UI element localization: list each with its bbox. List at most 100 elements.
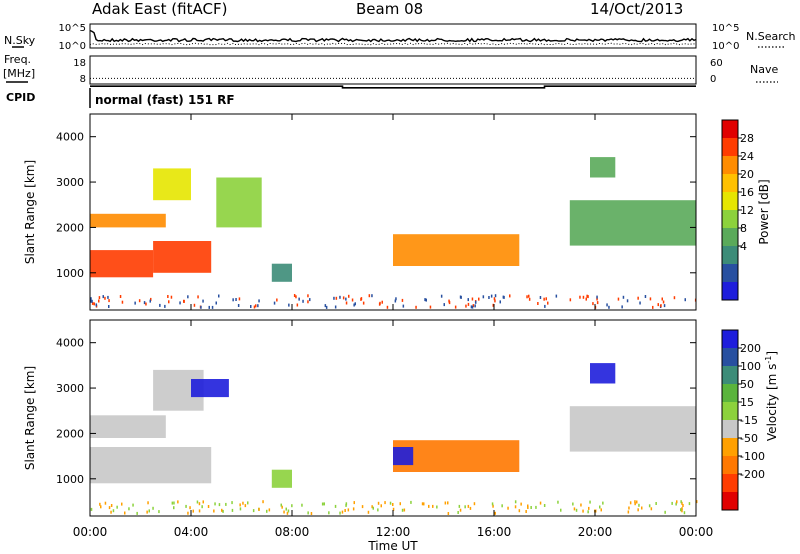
- ground-scatter-point: [494, 294, 497, 298]
- ground-scatter-point: [95, 303, 97, 307]
- ground-scatter-point: [673, 296, 676, 300]
- ground-scatter-point: [606, 303, 608, 307]
- echo-region: [590, 363, 616, 384]
- ground-scatter-point: [652, 305, 654, 309]
- ground-scatter-point: [381, 300, 383, 304]
- nsky-tick-top: 10^5: [59, 23, 86, 34]
- ground-scatter-point: [258, 299, 260, 303]
- ground-scatter-point: [239, 503, 241, 507]
- ground-scatter-point: [681, 509, 683, 513]
- ground-scatter-point: [617, 297, 620, 301]
- ground-scatter-point: [650, 507, 653, 511]
- colorbar-tick-label: 200: [740, 342, 761, 355]
- ground-scatter-point: [286, 511, 289, 515]
- ground-scatter-point: [527, 504, 529, 508]
- ground-scatter-point: [634, 500, 636, 504]
- ground-scatter-point: [198, 509, 201, 513]
- beam-label: Beam 08: [356, 0, 423, 18]
- ground-scatter-point: [128, 507, 130, 511]
- ground-scatter-point: [108, 305, 110, 308]
- ground-scatter-point: [99, 502, 101, 506]
- ground-scatter-point: [575, 508, 578, 512]
- ground-scatter-point: [168, 300, 170, 304]
- ground-scatter-point: [143, 301, 146, 305]
- ground-scatter-point: [626, 299, 629, 303]
- ground-scatter-point: [158, 510, 160, 514]
- ground-scatter-point: [628, 506, 630, 510]
- ground-scatter-point: [595, 509, 597, 513]
- colorbar-swatch: [722, 246, 738, 265]
- ground-scatter-point: [145, 302, 147, 306]
- ytick-label: 1000: [56, 473, 84, 486]
- ground-scatter-point: [627, 510, 630, 514]
- nave-tick-bottom: 0: [710, 74, 716, 85]
- ground-scatter-point: [423, 502, 425, 506]
- ground-scatter-point: [425, 298, 427, 302]
- ground-scatter-point: [250, 305, 252, 308]
- ground-scatter-point: [681, 507, 683, 511]
- ground-scatter-point: [196, 500, 199, 504]
- ground-scatter-point: [499, 300, 501, 304]
- ground-scatter-point: [301, 503, 303, 507]
- ground-scatter-point: [341, 510, 344, 514]
- echo-region: [90, 250, 154, 278]
- ground-scatter-point: [215, 301, 217, 305]
- power-heatmap: [90, 157, 697, 309]
- ground-scatter-point: [415, 305, 417, 309]
- ground-scatter-point: [443, 303, 445, 307]
- ground-scatter-point: [90, 297, 92, 301]
- ground-scatter-point: [146, 510, 148, 514]
- xlabel: Time UT: [367, 539, 418, 553]
- nsky-trace: [89, 29, 697, 43]
- ground-scatter-point: [580, 503, 582, 507]
- ground-scatter-point: [526, 295, 528, 299]
- ground-scatter-point: [440, 294, 443, 298]
- ground-scatter-point: [683, 511, 686, 515]
- ground-scatter-point: [525, 510, 527, 513]
- ground-scatter-point: [403, 508, 406, 512]
- ground-scatter-point: [569, 298, 572, 302]
- ground-scatter-point: [458, 504, 461, 508]
- ground-scatter-point: [490, 294, 493, 298]
- colorbar-tick-label: 28: [740, 132, 754, 145]
- echo-region: [590, 157, 616, 178]
- colorbar-swatch: [722, 228, 738, 247]
- ground-scatter-point: [648, 504, 651, 508]
- ground-scatter-point: [273, 301, 276, 305]
- ground-scatter-point: [596, 301, 599, 305]
- ground-scatter-point: [164, 304, 166, 308]
- colorbar-swatch: [722, 330, 738, 349]
- ground-scatter-point: [323, 502, 325, 506]
- ground-scatter-point: [459, 295, 462, 299]
- ground-scatter-point: [152, 506, 154, 510]
- colorbar-swatch: [722, 282, 738, 301]
- ground-scatter-point: [202, 500, 204, 504]
- nave-tick-top: 60: [710, 58, 723, 69]
- ground-scatter-point: [218, 503, 221, 507]
- xtick-label: 20:00: [578, 525, 613, 539]
- colorbar-swatch: [722, 348, 738, 367]
- velocity-colorbar-label: Velocity [m s-1]: [764, 351, 779, 441]
- ground-scatter-point: [119, 295, 122, 298]
- colorbar-swatch: [722, 438, 738, 457]
- ground-scatter-point: [555, 294, 558, 298]
- ground-scatter-point: [295, 295, 297, 299]
- ground-scatter-point: [116, 505, 118, 509]
- ground-scatter-point: [402, 304, 405, 308]
- ground-scatter-point: [173, 506, 175, 510]
- ground-scatter-point: [221, 508, 223, 512]
- ground-scatter-point: [339, 295, 341, 299]
- ground-scatter-point: [124, 511, 126, 515]
- ground-scatter-point: [333, 296, 335, 300]
- ground-scatter-point: [377, 508, 379, 512]
- ground-scatter-point: [208, 305, 210, 309]
- ground-scatter-point: [334, 504, 337, 508]
- nsearch-tick-bottom: 10^0: [712, 41, 739, 52]
- ground-scatter-point: [488, 296, 490, 299]
- ground-scatter-point: [321, 502, 324, 506]
- nsky-label: N.Sky: [4, 34, 36, 47]
- ground-scatter-point: [104, 501, 107, 505]
- ground-scatter-point: [424, 298, 426, 302]
- velocity-heatmap: [90, 363, 698, 515]
